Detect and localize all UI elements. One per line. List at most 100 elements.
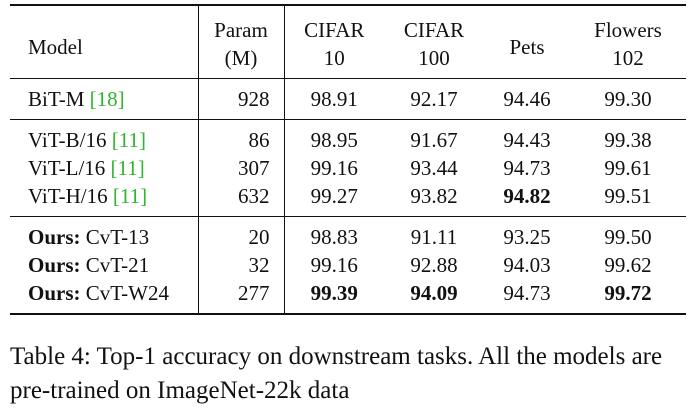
- cell-param-value: 928: [238, 87, 270, 111]
- header-param-line2: (M): [198, 44, 285, 79]
- cell-cifar100: 93.44: [384, 154, 484, 182]
- cell-flowers: 99.38: [570, 119, 686, 154]
- ours-label: Ours:: [28, 281, 81, 305]
- cell-param-value: 20: [248, 225, 270, 249]
- cell-flowers: 99.61: [570, 154, 686, 182]
- cell-flowers-value: 99.50: [604, 225, 652, 249]
- cell-param-value: 86: [248, 128, 270, 152]
- cell-cifar100-value: 93.82: [410, 184, 458, 208]
- cell-cifar100: 91.11: [384, 216, 484, 251]
- cell-cifar10-value: 99.27: [310, 184, 358, 208]
- table-group: Ours: CvT-13 20 98.83 91.11 93.25 99.50 Ours: …: [10, 216, 686, 315]
- table-row: Ours: CvT-13 20 98.83 91.11 93.25 99.50: [10, 216, 686, 251]
- cell-pets: 93.25: [484, 216, 570, 251]
- cell-model: ViT-H/16 [11]: [10, 182, 199, 217]
- ours-label: Ours:: [28, 225, 81, 249]
- table-row: BiT-M [18] 928 98.91 92.17 94.46 99.30: [10, 78, 686, 120]
- cell-model: Ours: CvT-W24: [10, 279, 199, 315]
- cell-param-value: 32: [248, 253, 270, 277]
- cell-param-value: 632: [238, 184, 270, 208]
- cell-model: ViT-L/16 [11]: [10, 154, 199, 182]
- model-name: ViT-B/16: [28, 128, 112, 152]
- cell-pets-value: 94.73: [503, 281, 551, 305]
- table-row: ViT-B/16 [11] 86 98.95 91.67 94.43 99.38: [10, 119, 686, 154]
- cell-cifar100: 93.82: [384, 182, 484, 217]
- cell-cifar10-value: 98.95: [310, 128, 358, 152]
- header-cifar100-line1: CIFAR: [384, 4, 484, 44]
- cell-cifar100-value: 92.17: [410, 87, 458, 111]
- cell-pets: 94.43: [484, 119, 570, 154]
- cell-cifar10-value: 98.83: [310, 225, 358, 249]
- cell-pets-value: 93.25: [503, 225, 551, 249]
- cell-flowers: 99.50: [570, 216, 686, 251]
- cell-param: 86: [198, 119, 285, 154]
- header-model: Model: [10, 4, 199, 79]
- cell-cifar10-value: 99.16: [310, 156, 358, 180]
- table-row: ViT-L/16 [11] 307 99.16 93.44 94.73 99.61: [10, 154, 686, 182]
- cell-flowers-value: 99.62: [604, 253, 652, 277]
- cell-pets-value: 94.46: [503, 87, 551, 111]
- cell-model: Ours: CvT-21: [10, 251, 199, 279]
- cell-cifar10-value: 99.16: [310, 253, 358, 277]
- citation-link[interactable]: [18]: [89, 87, 125, 111]
- table-group: BiT-M [18] 928 98.91 92.17 94.46 99.30: [10, 78, 686, 120]
- cell-param: 307: [198, 154, 285, 182]
- cell-flowers: 99.30: [570, 78, 686, 120]
- cell-flowers-value: 99.61: [604, 156, 652, 180]
- cell-cifar10: 98.95: [284, 119, 384, 154]
- cell-cifar10: 99.39: [284, 279, 384, 315]
- cell-pets-value: 94.43: [503, 128, 551, 152]
- cell-model: Ours: CvT-13: [10, 216, 199, 251]
- cell-pets-value: 94.73: [503, 156, 551, 180]
- cell-pets-value: 94.82: [503, 184, 551, 208]
- cell-pets: 94.73: [484, 279, 570, 315]
- model-name: BiT-M: [28, 87, 90, 111]
- cell-flowers-value: 99.38: [604, 128, 652, 152]
- cell-cifar100-value: 91.11: [410, 225, 458, 249]
- cell-pets: 94.03: [484, 251, 570, 279]
- cell-pets-value: 94.03: [503, 253, 551, 277]
- cell-model: BiT-M [18]: [10, 78, 199, 120]
- cell-cifar100-value: 93.44: [410, 156, 458, 180]
- cell-cifar10: 98.91: [284, 78, 384, 120]
- table-caption: Table 4: Top-1 accuracy on downstream ta…: [10, 343, 663, 404]
- cell-cifar10-value: 98.91: [310, 87, 358, 111]
- ours-label: Ours:: [28, 253, 81, 277]
- cell-flowers-value: 99.30: [604, 87, 652, 111]
- table-row: Ours: CvT-21 32 99.16 92.88 94.03 99.62: [10, 251, 686, 279]
- cell-cifar10: 99.16: [284, 154, 384, 182]
- cell-cifar10: 99.16: [284, 251, 384, 279]
- table-header: Model Param CIFAR CIFAR Pets Flowers (M)…: [10, 4, 686, 79]
- cell-cifar10: 99.27: [284, 182, 384, 217]
- cell-param-value: 307: [238, 156, 270, 180]
- model-name: CvT-13: [80, 225, 150, 249]
- header-flowers-line2: 102: [612, 46, 644, 70]
- citation-link[interactable]: [11]: [111, 128, 146, 152]
- cell-param: 32: [198, 251, 285, 279]
- cell-flowers-value: 99.51: [604, 184, 652, 208]
- header-cifar100-line2: 100: [418, 46, 450, 70]
- model-name: ViT-H/16: [28, 184, 113, 208]
- cell-flowers: 99.62: [570, 251, 686, 279]
- cell-cifar100-value: 94.09: [410, 281, 458, 305]
- cell-flowers: 99.51: [570, 182, 686, 217]
- model-name: CvT-21: [80, 253, 150, 277]
- table-group: ViT-B/16 [11] 86 98.95 91.67 94.43 99.38 ViT-L…: [10, 119, 686, 217]
- citation-link[interactable]: [11]: [112, 184, 148, 208]
- header-cifar10-line1: CIFAR: [284, 4, 384, 44]
- cell-pets: 94.46: [484, 78, 570, 120]
- header-param-line1: Param: [198, 4, 285, 44]
- header-cifar10-line2: 10: [323, 46, 345, 70]
- results-table: Model Param CIFAR CIFAR Pets Flowers (M)…: [10, 4, 686, 315]
- model-name: CvT-W24: [80, 281, 169, 305]
- cell-flowers: 99.72: [570, 279, 686, 315]
- cell-cifar10-value: 99.39: [310, 281, 358, 305]
- cell-pets: 94.73: [484, 154, 570, 182]
- model-name: ViT-L/16: [28, 156, 111, 180]
- table-row: ViT-H/16 [11] 632 99.27 93.82 94.82 99.51: [10, 182, 686, 217]
- header-flowers-line1: Flowers: [570, 4, 686, 44]
- cell-cifar100: 94.09: [384, 279, 484, 315]
- citation-link[interactable]: [11]: [110, 156, 145, 180]
- cell-cifar100-value: 92.88: [410, 253, 458, 277]
- cell-pets: 94.82: [484, 182, 570, 217]
